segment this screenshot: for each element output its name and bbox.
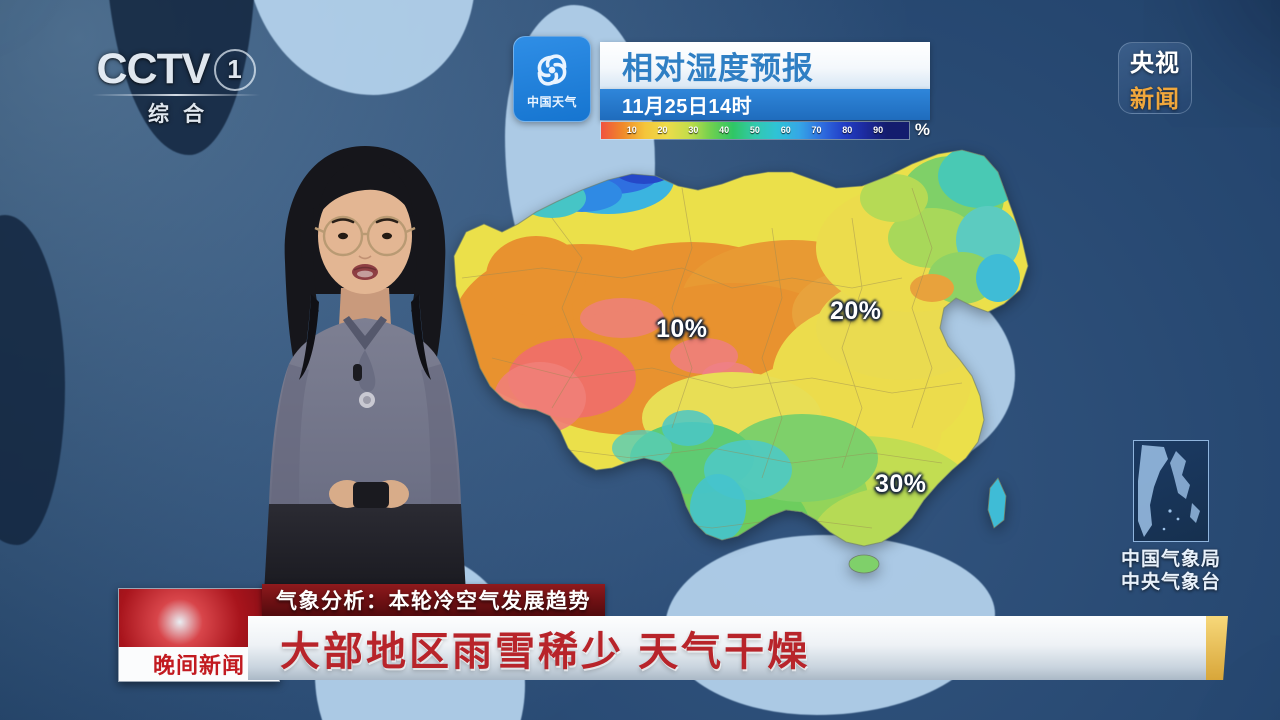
headline-bar: 大部地区雨雪稀少 天气干燥 bbox=[248, 616, 1228, 680]
china-weather-logo: 中国天气 bbox=[513, 36, 591, 122]
graphic-date-bar: 11月25日14时 bbox=[600, 89, 930, 120]
topic-text: 气象分析：本轮冷空气发展趋势 bbox=[276, 590, 591, 613]
legend-segment bbox=[644, 121, 667, 139]
typhoon-swirl-icon bbox=[537, 53, 567, 86]
legend-segment bbox=[864, 121, 887, 139]
legend-segment bbox=[820, 121, 843, 139]
legend-segment bbox=[666, 121, 689, 139]
legend-segment bbox=[601, 121, 623, 139]
channel-logo: CCTV 1 综合 bbox=[86, 48, 266, 128]
watermark-line-2: 新闻 bbox=[1130, 85, 1180, 113]
legend-segment bbox=[886, 121, 909, 139]
legend-segment bbox=[688, 121, 711, 139]
program-name: 晚间新闻 bbox=[152, 653, 245, 678]
map-label-30: 30% bbox=[875, 470, 927, 498]
map-label-20: 20% bbox=[830, 297, 882, 325]
channel-number: 1 bbox=[213, 48, 256, 91]
watermark-line-1: 央视 bbox=[1130, 49, 1180, 77]
cma-line-2: 中央气象台 bbox=[1120, 572, 1221, 594]
legend-segment bbox=[622, 121, 645, 139]
legend-segment bbox=[776, 121, 799, 139]
humidity-legend: 10 20 30 40 50 60 70 80 90 % bbox=[600, 120, 930, 140]
legend-segment bbox=[798, 121, 821, 139]
map-label-10: 10% bbox=[656, 315, 708, 343]
graphic-title-bar: 相对湿度预报 bbox=[600, 42, 930, 89]
relative-humidity-map: 10% 20% 30% bbox=[432, 128, 1036, 598]
legend-tick: 80 bbox=[842, 125, 853, 135]
legend-tick: 60 bbox=[780, 125, 791, 135]
cma-attribution: 中国气象局 中央气象台 bbox=[1086, 440, 1256, 594]
channel-name: CCTV bbox=[96, 45, 210, 93]
legend-tick: 40 bbox=[719, 125, 730, 135]
legend-tick: 20 bbox=[657, 125, 668, 135]
cctv-news-watermark: 央视 新闻 bbox=[1118, 42, 1192, 114]
legend-tick: 90 bbox=[873, 125, 884, 135]
legend-segment bbox=[754, 121, 777, 139]
legend-segment bbox=[732, 121, 755, 139]
weather-presenter bbox=[215, 112, 515, 612]
legend-unit: % bbox=[914, 120, 930, 139]
south-china-sea-inset-map bbox=[1133, 440, 1209, 542]
topic-strip: 气象分析：本轮冷空气发展趋势 bbox=[262, 584, 605, 616]
china-weather-logo-text: 中国天气 bbox=[526, 94, 577, 109]
legend-tick: 30 bbox=[688, 125, 699, 135]
channel-subtitle: 综合 bbox=[148, 103, 218, 126]
cma-line-1: 中国气象局 bbox=[1120, 549, 1221, 570]
legend-tick: 50 bbox=[749, 125, 760, 135]
headline-text: 大部地区雨雪稀少 天气干燥 bbox=[280, 630, 811, 674]
graphic-date: 11月25日14时 bbox=[622, 96, 753, 118]
headline-bar-accent bbox=[1206, 616, 1228, 680]
channel-logo-rule bbox=[92, 94, 260, 96]
legend-segment bbox=[710, 121, 733, 139]
legend-tick: 70 bbox=[811, 125, 822, 135]
graphic-title: 相对湿度预报 bbox=[622, 51, 814, 86]
legend-segment bbox=[842, 121, 865, 139]
legend-color-bar: 10 20 30 40 50 60 70 80 90 bbox=[600, 120, 910, 140]
legend-tick: 10 bbox=[626, 125, 637, 135]
